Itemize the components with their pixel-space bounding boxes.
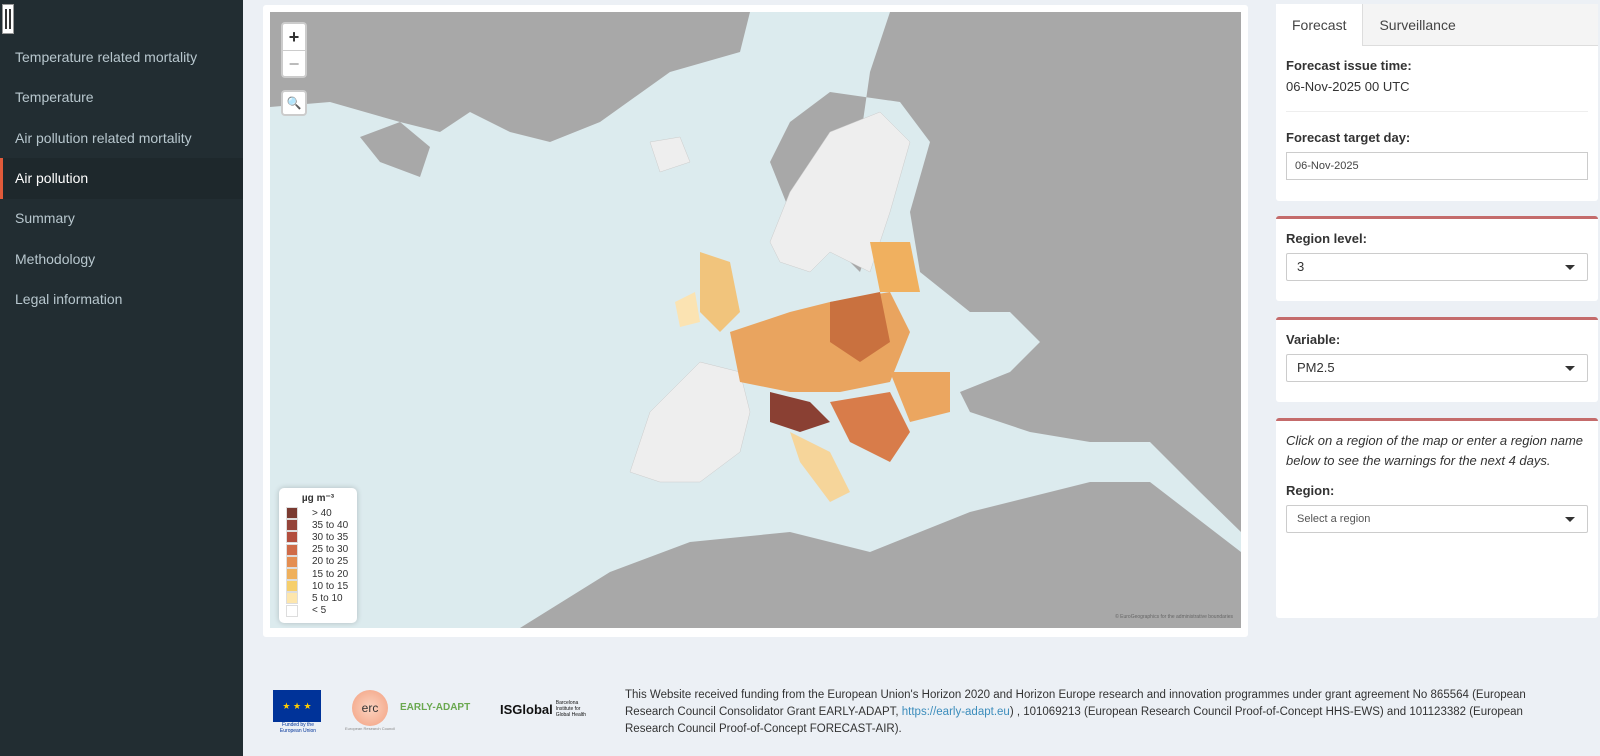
legend-label: 20 to 25 (312, 556, 349, 568)
issue-time-value: 06-Nov-2025 00 UTC (1286, 79, 1410, 94)
sidebar-item-air-pollution-related-mortality[interactable]: Air pollution related mortality (15, 129, 192, 146)
legend-item: 15 to 20 (286, 568, 350, 581)
legend-item: < 5 (286, 604, 350, 617)
sidebar-item-air-pollution[interactable]: Air pollution (0, 157, 243, 199)
legend-label: 25 to 30 (312, 544, 349, 556)
legend-label: 15 to 20 (312, 568, 349, 580)
map-legend: µg m⁻³ > 40 35 to 40 30 to 35 25 to 30 20 to… (279, 488, 357, 623)
legend-item: 5 to 10 (286, 592, 350, 605)
legend-item: 10 to 15 (286, 580, 350, 593)
chevron-down-icon (1565, 517, 1575, 522)
zoom-out-button[interactable]: − (283, 50, 305, 76)
legend-label: 30 to 35 (312, 531, 349, 543)
region-select[interactable]: Select a region (1286, 505, 1588, 533)
region-level-card: Region level: 3 (1276, 216, 1598, 301)
sidebar: Temperature related mortality Temperature… (0, 0, 243, 756)
chevron-down-icon (1565, 366, 1575, 371)
legend-item: 20 to 25 (286, 555, 350, 568)
sidebar-item-summary[interactable]: Summary (15, 210, 75, 227)
sidebar-item-temperature-related-mortality[interactable]: Temperature related mortality (15, 49, 198, 65)
zoom-control: + − (281, 22, 307, 78)
region-level-value: 3 (1297, 259, 1305, 274)
region-level-select[interactable]: 3 (1286, 253, 1588, 281)
legend-swatch (286, 543, 298, 556)
region-card: Click on a region of the map or enter a … (1276, 418, 1598, 618)
region-level-label: Region level: (1286, 231, 1367, 246)
tab-forecast[interactable]: Forecast (1276, 4, 1364, 46)
sidebar-toggle-button[interactable] (2, 4, 14, 34)
legend-title: µg m⁻³ (301, 493, 335, 504)
target-day-input[interactable]: 06-Nov-2025 (1286, 152, 1588, 180)
legend-item: 25 to 30 (286, 543, 350, 556)
map-search-button[interactable]: 🔍 (281, 90, 307, 116)
map[interactable]: + − 🔍 µg m⁻³ > 40 35 to 40 30 to 35 25 to 3… (270, 12, 1241, 628)
variable-value: PM2.5 (1297, 360, 1335, 375)
legend-swatch (286, 519, 298, 532)
funding-text-part: ) , 101069213 (European Research Council… (625, 706, 1523, 735)
issue-time-label: Forecast issue time: (1286, 58, 1412, 73)
legend-swatch (286, 592, 298, 605)
map-panel: + − 🔍 µg m⁻³ > 40 35 to 40 30 to 35 25 to 3… (263, 5, 1248, 637)
legend-label: 35 to 40 (312, 519, 349, 531)
zoom-in-button[interactable]: + (288, 27, 300, 47)
target-day-label: Forecast target day: (1286, 130, 1411, 145)
magnifier-icon: 🔍 (286, 96, 302, 110)
legend-label: 10 to 15 (312, 580, 349, 592)
sidebar-item-legal-information[interactable]: Legal information (15, 290, 123, 307)
sidebar-item-temperature[interactable]: Temperature (15, 89, 94, 106)
sidebar-item-methodology[interactable]: Methodology (15, 250, 96, 267)
funding-text: This Website received funding from the E… (625, 687, 1555, 738)
map-attribution: © EuroGeographics for the administrative… (1115, 614, 1233, 620)
variable-label: Variable: (1286, 332, 1341, 347)
tab-surveillance[interactable]: Surveillance (1379, 17, 1456, 33)
legend-swatch (286, 531, 298, 544)
region-placeholder: Select a region (1297, 513, 1371, 525)
legend-swatch (286, 580, 298, 593)
region-label: Region: (1286, 483, 1335, 498)
variable-card: Variable: PM2.5 (1276, 317, 1598, 402)
legend-swatch (286, 568, 298, 581)
funding-text-part: This Website received funding from the E… (625, 689, 1526, 718)
legend-label: < 5 (312, 605, 327, 617)
variable-select[interactable]: PM2.5 (1286, 354, 1588, 382)
isglobal-logo: ISGlobal Barcelona Institute for Global … (500, 700, 587, 718)
eu-logo: ★ ★ ★ Funded by the European Union (273, 690, 323, 734)
erc-logo: erc European Research Council (345, 690, 395, 731)
legend-item: 30 to 35 (286, 531, 350, 544)
instructions-text: Click on a region of the map or enter a … (1286, 433, 1584, 468)
map-land (270, 12, 1241, 628)
chevron-down-icon (1565, 265, 1575, 270)
early-adapt-link[interactable]: https://early-adapt.eu (901, 706, 1010, 718)
legend-item: > 40 (286, 507, 350, 520)
legend-swatch (286, 555, 298, 568)
legend-swatch (286, 507, 298, 520)
legend-label: 5 to 10 (312, 592, 343, 604)
early-adapt-logo: EARLY-ADAPT (400, 702, 471, 713)
legend-swatch (286, 604, 298, 617)
forecast-card: Forecast Surveillance Forecast issue tim… (1276, 4, 1598, 201)
legend-label: > 40 (312, 507, 332, 519)
legend-item: 35 to 40 (286, 519, 350, 532)
